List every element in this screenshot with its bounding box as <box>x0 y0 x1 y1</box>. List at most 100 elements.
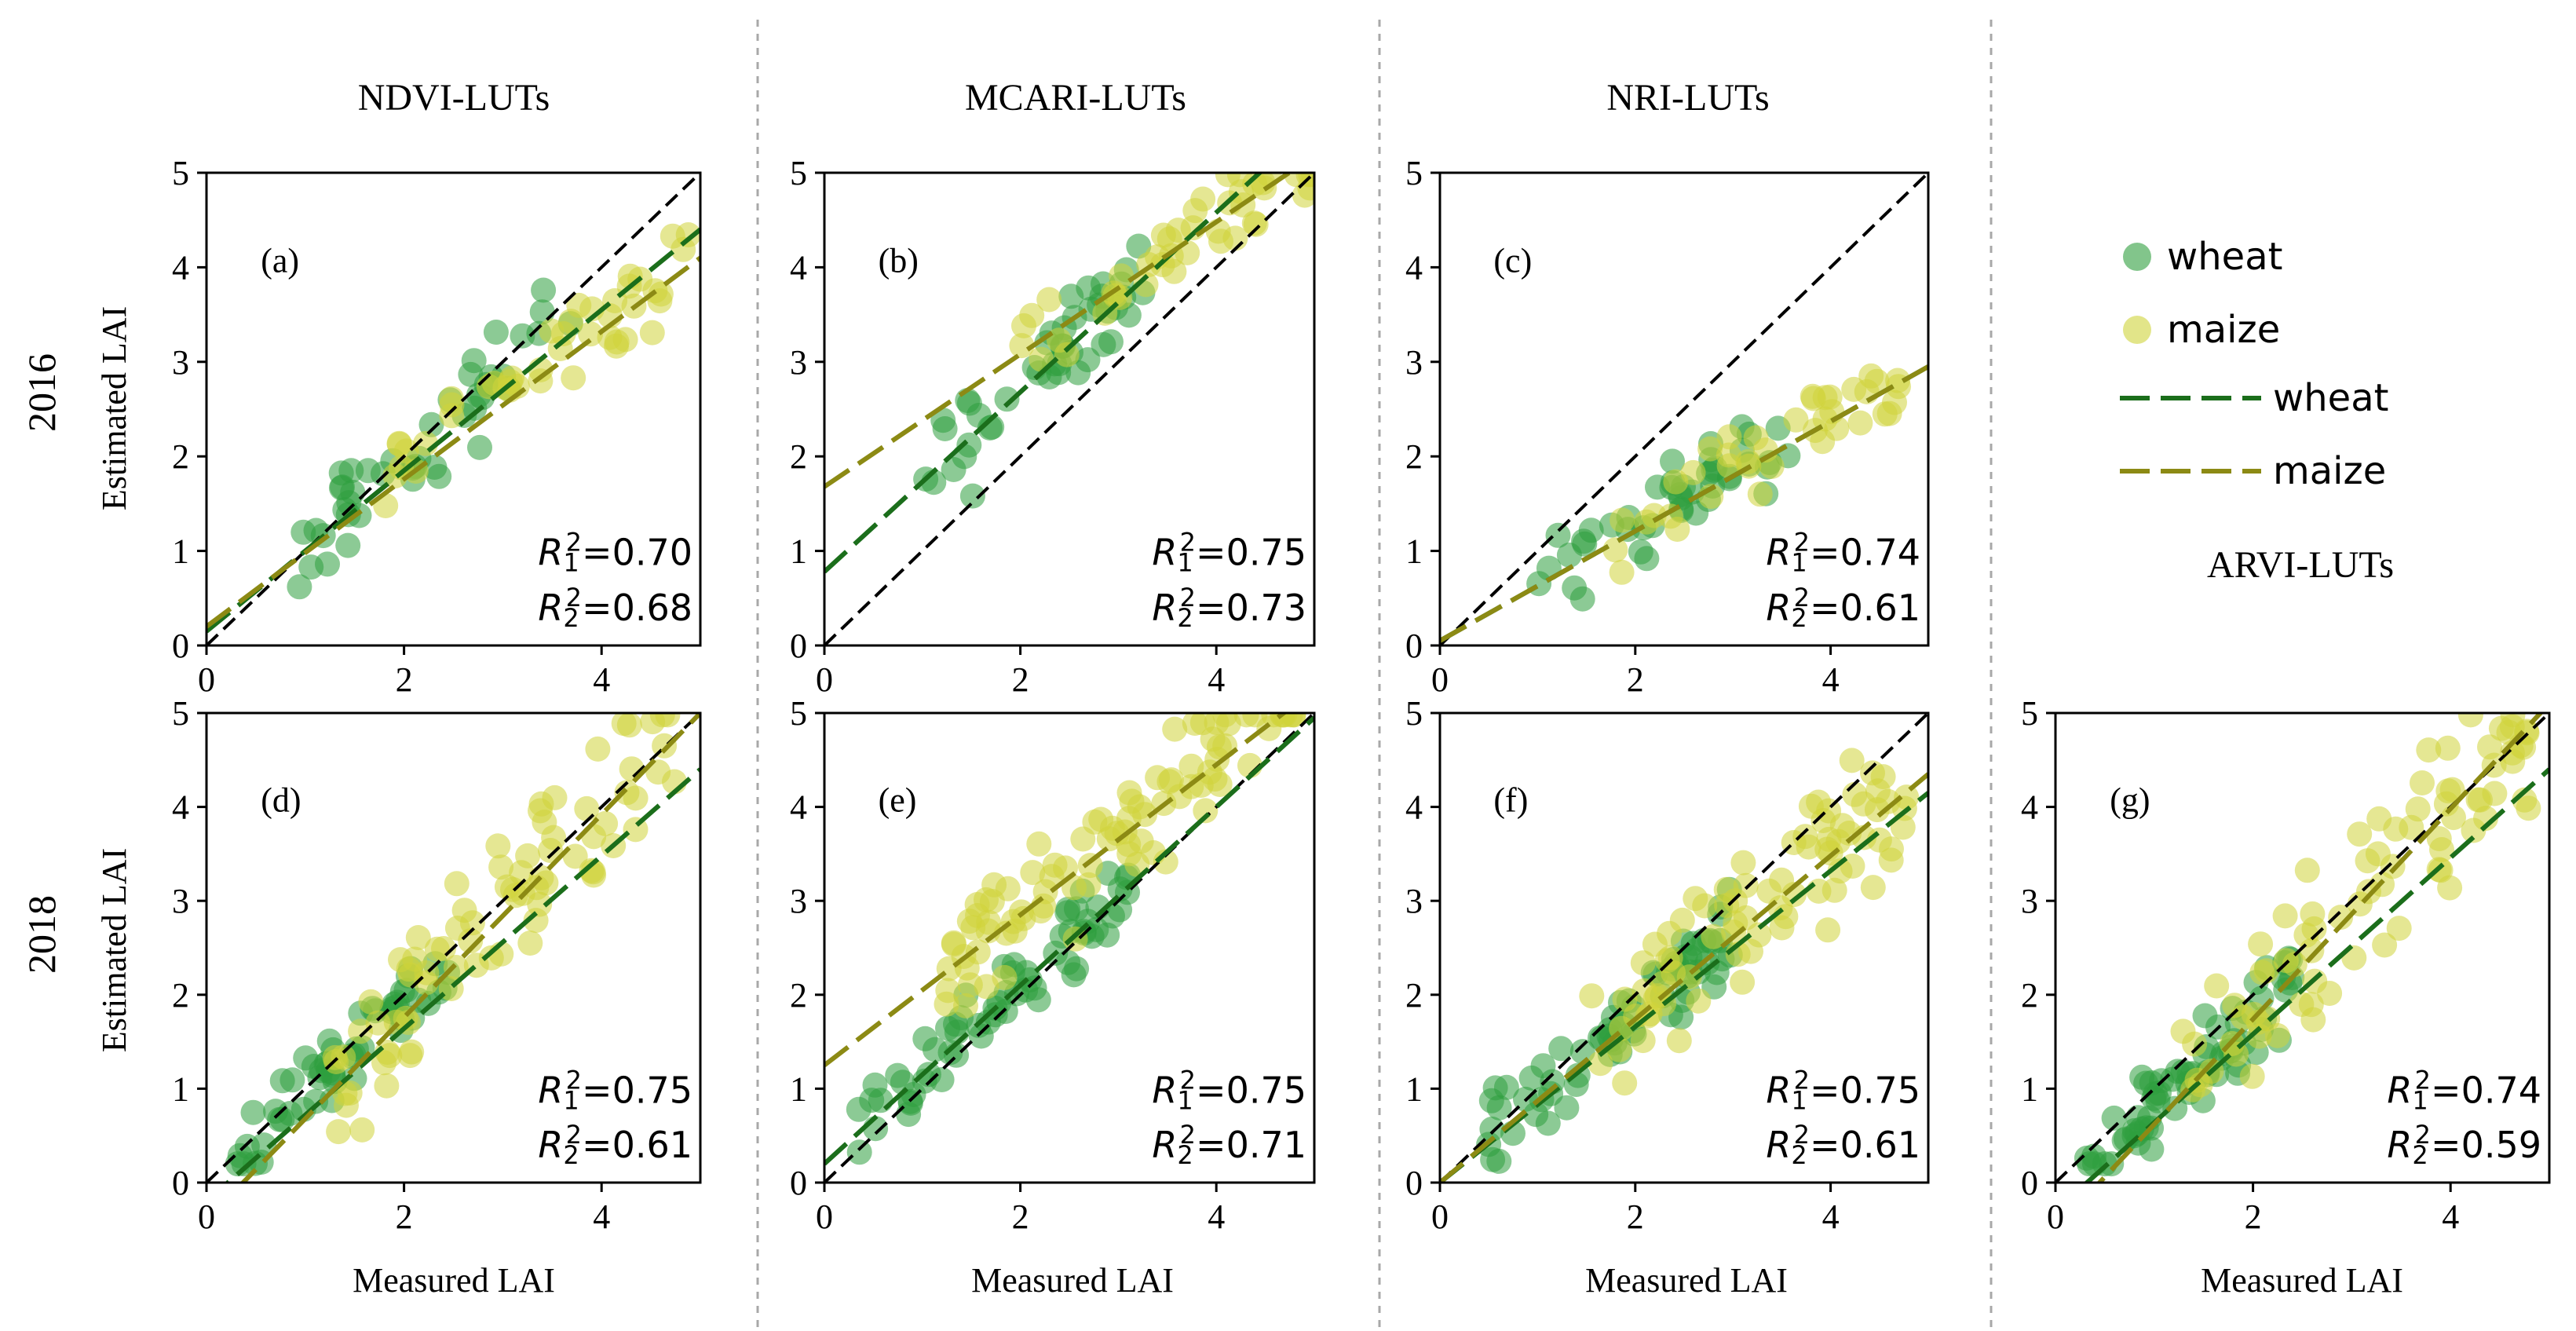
y-tick-label: 5 <box>2021 694 2038 733</box>
r2-symbol: R <box>1152 587 1177 629</box>
data-point-maize <box>2457 713 2483 728</box>
y-tick-label: 3 <box>790 343 807 382</box>
data-point-maize <box>1743 425 1769 451</box>
r2-superscript: 2 <box>1180 1065 1196 1095</box>
r2-superscript: 2 <box>566 528 582 558</box>
data-point-maize <box>585 736 611 762</box>
plot-frame <box>2054 711 2551 1184</box>
data-point-wheat <box>1535 1110 1561 1136</box>
data-point-maize <box>1735 449 1761 474</box>
data-point-maize <box>2512 787 2538 813</box>
data-point-maize <box>2182 1031 2208 1057</box>
panel-data <box>1440 713 1928 1183</box>
x-axis-label: Measured LAI <box>1585 1261 1788 1300</box>
r2-symbol: R <box>1152 1069 1177 1111</box>
data-point-wheat <box>1126 233 1152 259</box>
data-point-maize <box>1669 907 1695 933</box>
x-tick-label: 0 <box>2047 1198 2064 1236</box>
panel-label: (d) <box>261 781 301 820</box>
data-point-maize <box>614 780 640 806</box>
r2-annotation: R22=0.61 <box>1766 583 1920 633</box>
data-point-maize <box>1020 860 1046 886</box>
data-point-maize <box>579 857 605 883</box>
data-point-maize <box>2248 931 2274 957</box>
r2-annotation: R22=0.59 <box>2387 1120 2541 1170</box>
y-axis-label: Estimated LAI <box>95 306 133 510</box>
y-tick-label: 2 <box>172 437 189 476</box>
r2-superscript: 2 <box>1794 1120 1810 1150</box>
plot-frame <box>205 711 702 1184</box>
data-point-wheat <box>959 483 985 509</box>
data-point-maize <box>649 713 675 728</box>
data-point-maize <box>934 991 959 1017</box>
data-point-maize <box>578 321 604 347</box>
r2-value: =0.75 <box>1196 1069 1306 1111</box>
one-to-one-line <box>206 713 700 1183</box>
data-point-maize <box>1102 283 1128 309</box>
data-point-maize <box>1133 272 1159 298</box>
plot-frame <box>823 711 1316 1184</box>
data-point-wheat <box>483 320 509 345</box>
data-point-maize <box>1610 507 1635 533</box>
y-tick-label: 0 <box>172 627 189 665</box>
fit-line-wheat <box>2083 767 2549 1183</box>
y-tick-label: 5 <box>790 154 807 192</box>
data-point-maize <box>1145 765 1171 791</box>
x-tick-label: 4 <box>593 1198 610 1236</box>
r2-superscript: 2 <box>566 1065 582 1095</box>
data-point-maize <box>1716 424 1742 450</box>
panel-label: (e) <box>879 781 917 820</box>
r2-superscript: 2 <box>1180 528 1196 558</box>
data-point-wheat <box>426 463 452 489</box>
y-tick-label: 4 <box>790 248 807 287</box>
data-point-wheat <box>243 1150 268 1176</box>
data-point-maize <box>1769 915 1795 941</box>
r2-annotation: R12=0.74 <box>1766 528 1920 578</box>
data-point-maize <box>1036 287 1062 313</box>
data-point-wheat <box>1554 1095 1580 1121</box>
r2-value: =0.74 <box>2431 1069 2541 1111</box>
r2-subscript: 1 <box>2412 1085 2428 1115</box>
x-tick-label: 0 <box>198 660 215 699</box>
x-axis-label: Measured LAI <box>2201 1261 2403 1300</box>
data-point-maize <box>561 365 586 391</box>
r2-value: =0.75 <box>582 1069 692 1111</box>
r2-superscript: 2 <box>1180 583 1196 612</box>
r2-annotation: R12=0.75 <box>1152 1065 1306 1115</box>
r2-superscript: 2 <box>1794 1065 1810 1095</box>
data-point-maize <box>1747 481 1773 507</box>
data-point-maize <box>2473 806 2498 832</box>
panel-data <box>206 713 700 1183</box>
panel-label: (f) <box>1493 781 1528 820</box>
data-point-maize <box>538 838 563 863</box>
data-point-maize <box>2347 821 2373 847</box>
y-tick-label: 5 <box>1405 694 1423 733</box>
data-point-maize <box>1109 263 1135 289</box>
data-point-maize <box>974 974 999 1000</box>
data-point-maize <box>2366 806 2392 832</box>
data-point-maize <box>1839 748 1865 773</box>
r2-value: =0.74 <box>1810 532 1920 574</box>
legend-label-maize-line: maize <box>2273 449 2386 493</box>
data-point-wheat <box>1548 1036 1574 1062</box>
r2-subscript: 2 <box>563 1140 579 1170</box>
data-point-wheat <box>418 411 444 437</box>
legend: wheat maize wheat maize <box>2120 235 2388 493</box>
y-tick-label: 1 <box>172 532 189 571</box>
data-point-maize <box>397 1043 423 1069</box>
data-point-maize <box>485 833 511 859</box>
data-point-maize <box>1026 831 1052 857</box>
y-tick-label: 0 <box>1405 1164 1423 1202</box>
r2-superscript: 2 <box>2415 1120 2431 1150</box>
data-point-wheat <box>2101 1105 2127 1131</box>
data-point-maize <box>1270 713 1295 728</box>
data-point-maize <box>979 889 1005 914</box>
r2-value: =0.73 <box>1196 587 1306 629</box>
plot-frame <box>205 171 702 647</box>
r2-superscript: 2 <box>1794 583 1810 612</box>
data-point-maize <box>1697 436 1723 462</box>
r2-superscript: 2 <box>1794 528 1810 558</box>
r2-symbol: R <box>1152 1124 1177 1166</box>
data-point-maize <box>1630 1028 1656 1054</box>
